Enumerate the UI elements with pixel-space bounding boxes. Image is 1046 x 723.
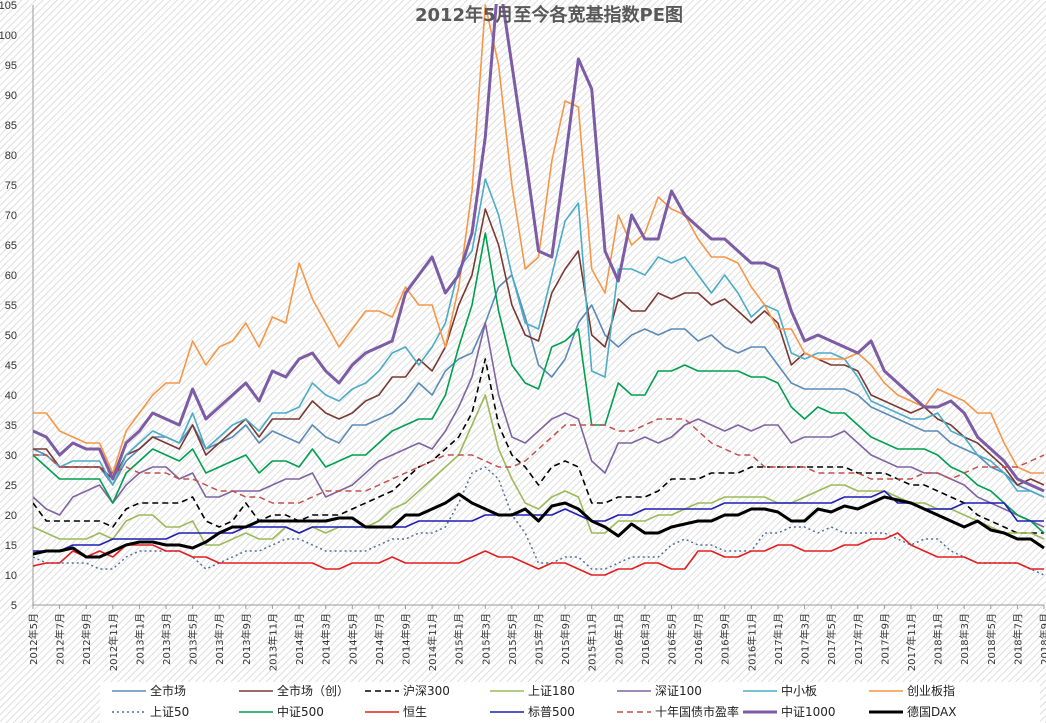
- series-line: [33, 178, 1045, 498]
- x-tick-label: 2015年11月: [586, 613, 599, 671]
- x-tick-label: 2014年9月: [399, 613, 412, 665]
- x-tick-label: 2013年3月: [160, 613, 173, 665]
- chart-title: 2012年5月至今各宽基指数PE图: [415, 4, 683, 26]
- x-tick-label: 2012年11月: [107, 613, 120, 671]
- legend-label: 沪深300: [403, 684, 450, 698]
- x-tick-label: 2013年9月: [240, 613, 253, 665]
- x-tick-label: 2014年11月: [426, 613, 439, 671]
- y-tick-label: 60: [5, 270, 17, 282]
- y-tick-label: 95: [5, 60, 17, 72]
- y-tick-label: 55: [5, 300, 17, 312]
- legend-label: 标普500: [528, 705, 575, 719]
- y-tick-label: 40: [5, 390, 17, 402]
- y-tick-label: 75: [5, 180, 17, 192]
- legend-label: 十年国债市盈率: [655, 704, 739, 719]
- series-line: [33, 232, 1045, 534]
- x-tick-label: 2017年9月: [878, 613, 891, 665]
- legend-label: 中证500: [277, 704, 324, 719]
- y-tick-label: 25: [5, 480, 17, 492]
- series-line: [33, 394, 1045, 546]
- x-tick-label: 2015年9月: [559, 613, 572, 665]
- series-line: [33, 4, 1044, 474]
- legend-label: 德国DAX: [907, 704, 956, 719]
- y-tick-label: 85: [5, 120, 17, 132]
- y-tick-label: 50: [5, 330, 17, 342]
- y-axis-ticks: 5 10 15 20 25 30 35 40 45 50 55 60 65 70 75 80 85 90 95 100…: [0, 0, 17, 612]
- legend-area: [100, 682, 1040, 723]
- y-tick-label: 20: [5, 510, 17, 522]
- x-tick-label: 2016年5月: [666, 613, 679, 665]
- legend-label: 恒生: [403, 705, 427, 719]
- x-axis-ticks: 2012年5月 2012年7月 2012年9月 2012年11月 2013年1月 2013…: [27, 605, 1046, 671]
- y-tick-label: 65: [5, 240, 17, 252]
- x-tick-label: 2014年7月: [373, 613, 386, 665]
- y-tick-label: 15: [5, 540, 17, 552]
- series-line: [33, 358, 1044, 534]
- series-line: [33, 466, 1045, 576]
- x-tick-label: 2017年1月: [772, 613, 785, 665]
- x-tick-label: 2015年5月: [506, 613, 519, 665]
- x-tick-label: 2014年3月: [320, 613, 333, 665]
- x-tick-label: 2017年5月: [825, 613, 838, 665]
- x-tick-label: 2012年7月: [54, 613, 67, 665]
- x-tick-label: 2018年7月: [1011, 613, 1024, 665]
- x-tick-label: 2014年1月: [293, 613, 306, 665]
- x-tick-label: 2015年3月: [479, 613, 492, 665]
- x-tick-label: 2017年3月: [799, 613, 812, 665]
- series-line: [33, 4, 1045, 493]
- plot-area: [30, 5, 1046, 605]
- legend-label: 上证50: [150, 705, 189, 719]
- y-tick-label: 90: [5, 90, 17, 102]
- x-tick-label: 2015年7月: [533, 613, 546, 665]
- series-lines: [33, 4, 1045, 576]
- y-tick-label: 80: [5, 150, 17, 162]
- x-tick-label: 2018年3月: [958, 613, 971, 665]
- y-tick-label: 10: [5, 570, 17, 582]
- x-tick-label: 2016年11月: [745, 613, 758, 671]
- x-tick-label: 2014年5月: [346, 613, 359, 665]
- legend-label: 全市场: [150, 683, 186, 698]
- x-tick-label: 2018年9月: [1038, 613, 1046, 665]
- legend-label: 中证1000: [781, 704, 836, 719]
- x-tick-label: 2013年1月: [133, 613, 146, 665]
- y-tick-label: 30: [5, 450, 17, 462]
- y-tick-label: 70: [5, 210, 17, 222]
- x-tick-label: 2017年7月: [852, 613, 865, 665]
- x-tick-label: 2018年1月: [932, 613, 945, 665]
- series-line: [33, 322, 1045, 528]
- series-line: [33, 208, 1045, 486]
- legend-label: 中小板: [781, 683, 817, 698]
- x-tick-label: 2016年7月: [692, 613, 705, 665]
- legend-label: 上证180: [528, 684, 575, 698]
- y-tick-label: 5: [11, 600, 17, 612]
- x-tick-label: 2016年9月: [719, 613, 732, 665]
- x-tick-label: 2013年5月: [187, 613, 200, 665]
- y-tick-label: 45: [5, 360, 17, 372]
- legend-label: 创业板指: [907, 683, 955, 698]
- x-tick-label: 2018年5月: [985, 613, 998, 665]
- series-line: [33, 492, 1045, 559]
- legend-label: 全市场（创）: [277, 683, 349, 698]
- x-tick-label: 2012年5月: [27, 613, 40, 665]
- x-tick-label: 2013年7月: [213, 613, 226, 665]
- x-tick-label: 2016年3月: [639, 613, 652, 665]
- y-tick-label: 105: [0, 0, 17, 12]
- x-tick-label: 2013年11月: [266, 613, 279, 671]
- x-tick-label: 2016年1月: [612, 613, 625, 665]
- series-line: [33, 274, 1045, 498]
- x-tick-label: 2012年9月: [80, 613, 93, 665]
- y-tick-label: 100: [0, 30, 17, 42]
- x-tick-label: 2017年11月: [905, 613, 918, 671]
- x-tick-label: 2015年1月: [453, 613, 466, 665]
- series-line: [33, 532, 1044, 576]
- legend-label: 深证100: [655, 684, 702, 698]
- y-tick-label: 35: [5, 420, 17, 432]
- series-line: [33, 490, 1044, 552]
